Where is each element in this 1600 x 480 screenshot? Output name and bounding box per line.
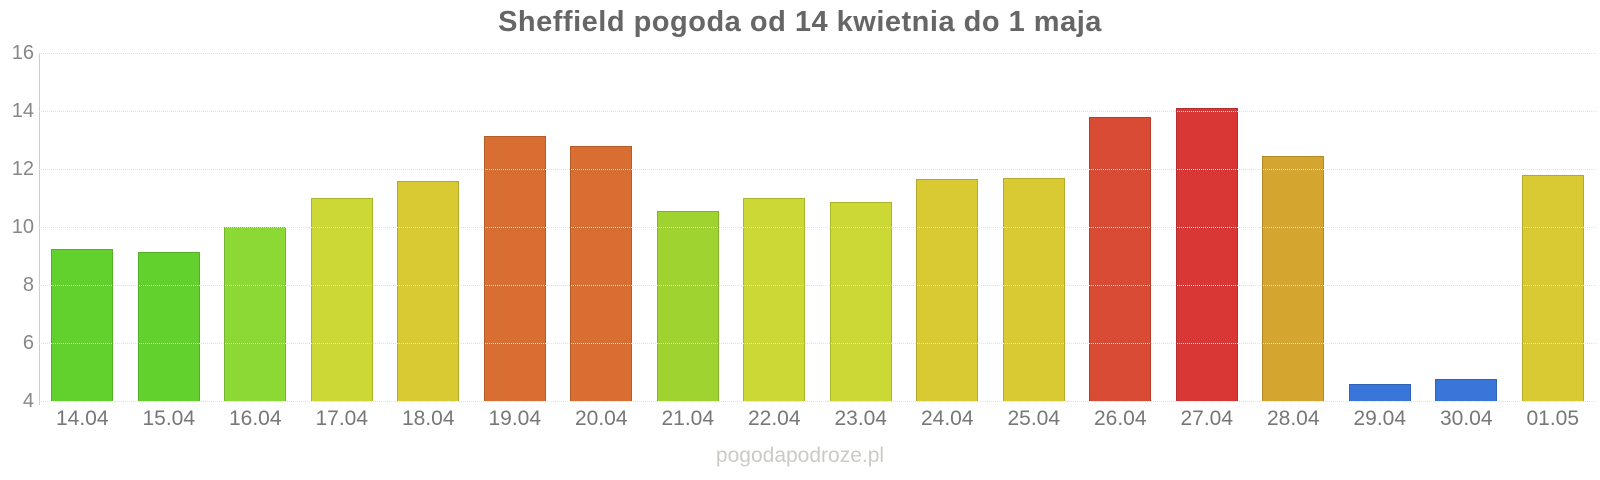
x-axis-label-19.04: 19.04 — [488, 407, 542, 430]
x-axis-label-22.04: 22.04 — [747, 407, 801, 430]
bar-18.04[interactable] — [397, 180, 460, 401]
bar-20.04[interactable] — [570, 145, 633, 401]
bar-22.04[interactable] — [743, 198, 806, 401]
plot-area: 14.04 15.04 16.04 17.04 18.04 19.04 20.04 21.04… — [39, 53, 1597, 429]
bar-14.04[interactable] — [51, 248, 114, 401]
bar-slot-23.04: 23.04 — [818, 53, 905, 429]
bars-row: 14.04 15.04 16.04 17.04 18.04 19.04 20.04 21.04… — [39, 53, 1597, 429]
gridline-8 — [39, 285, 1596, 286]
bar-25.04[interactable] — [1002, 177, 1065, 401]
bar-slot-22.04: 22.04 — [731, 53, 818, 429]
bar-17.04[interactable] — [310, 198, 373, 401]
x-axis-label-24.04: 24.04 — [920, 407, 974, 430]
bar-30.04[interactable] — [1435, 379, 1498, 401]
y-axis-label-6: 6 — [22, 332, 34, 354]
chart-title: Sheffield pogoda od 14 kwietnia do 1 maj… — [498, 6, 1102, 38]
x-axis-label-27.04: 27.04 — [1180, 407, 1234, 430]
bar-15.04[interactable] — [137, 251, 200, 401]
x-axis-label-18.04: 18.04 — [401, 407, 455, 430]
bar-slot-28.04: 28.04 — [1250, 53, 1337, 429]
x-axis-label-20.04: 20.04 — [574, 407, 628, 430]
bar-24.04[interactable] — [916, 179, 979, 401]
bar-16.04[interactable] — [224, 227, 287, 401]
y-axis-line — [39, 53, 40, 405]
x-axis-label-21.04: 21.04 — [661, 407, 715, 430]
y-axis-label-16: 16 — [11, 42, 34, 64]
bar-26.04[interactable] — [1089, 116, 1152, 401]
bar-19.04[interactable] — [483, 135, 546, 401]
gridline-6 — [39, 343, 1596, 344]
gridline-12 — [39, 169, 1596, 170]
watermark-text: pogodapodroze.pl — [715, 444, 885, 467]
bar-slot-21.04: 21.04 — [645, 53, 732, 429]
y-axis-label-4: 4 — [22, 390, 34, 412]
bar-slot-24.04: 24.04 — [904, 53, 991, 429]
y-axis-label-14: 14 — [11, 100, 34, 122]
x-axis-label-15.04: 15.04 — [142, 407, 196, 430]
bar-slot-26.04: 26.04 — [1077, 53, 1164, 429]
x-axis-label-17.04: 17.04 — [315, 407, 369, 430]
x-axis-label-23.04: 23.04 — [834, 407, 888, 430]
x-axis-label-01.05: 01.05 — [1526, 407, 1580, 430]
bar-slot-25.04: 25.04 — [991, 53, 1078, 429]
bar-28.04[interactable] — [1262, 155, 1325, 401]
x-axis-label-26.04: 26.04 — [1093, 407, 1147, 430]
bar-slot-15.04: 15.04 — [126, 53, 213, 429]
bar-slot-30.04: 30.04 — [1423, 53, 1510, 429]
bar-01.05[interactable] — [1521, 174, 1584, 401]
bar-slot-29.04: 29.04 — [1337, 53, 1424, 429]
gridline-10 — [39, 227, 1596, 228]
bar-slot-01.05: 01.05 — [1510, 53, 1597, 429]
gridline-14 — [39, 111, 1596, 112]
bar-21.04[interactable] — [656, 211, 719, 401]
x-axis-label-16.04: 16.04 — [228, 407, 282, 430]
bar-slot-18.04: 18.04 — [385, 53, 472, 429]
y-axis-label-8: 8 — [22, 274, 34, 296]
x-axis-label-14.04: 14.04 — [55, 407, 109, 430]
bar-slot-20.04: 20.04 — [558, 53, 645, 429]
x-axis-label-30.04: 30.04 — [1439, 407, 1493, 430]
y-axis-label-10: 10 — [11, 216, 34, 238]
bar-slot-27.04: 27.04 — [1164, 53, 1251, 429]
bar-23.04[interactable] — [829, 202, 892, 401]
gridline-4 — [39, 401, 1596, 402]
bar-29.04[interactable] — [1348, 383, 1411, 401]
y-axis-label-12: 12 — [11, 158, 34, 180]
x-axis-label-28.04: 28.04 — [1266, 407, 1320, 430]
bar-slot-19.04: 19.04 — [472, 53, 559, 429]
gridline-16 — [39, 53, 1596, 54]
x-axis-label-29.04: 29.04 — [1353, 407, 1407, 430]
bar-slot-16.04: 16.04 — [212, 53, 299, 429]
bar-slot-17.04: 17.04 — [299, 53, 386, 429]
x-axis-label-25.04: 25.04 — [1007, 407, 1061, 430]
bar-27.04[interactable] — [1175, 108, 1238, 401]
bar-slot-14.04: 14.04 — [39, 53, 126, 429]
